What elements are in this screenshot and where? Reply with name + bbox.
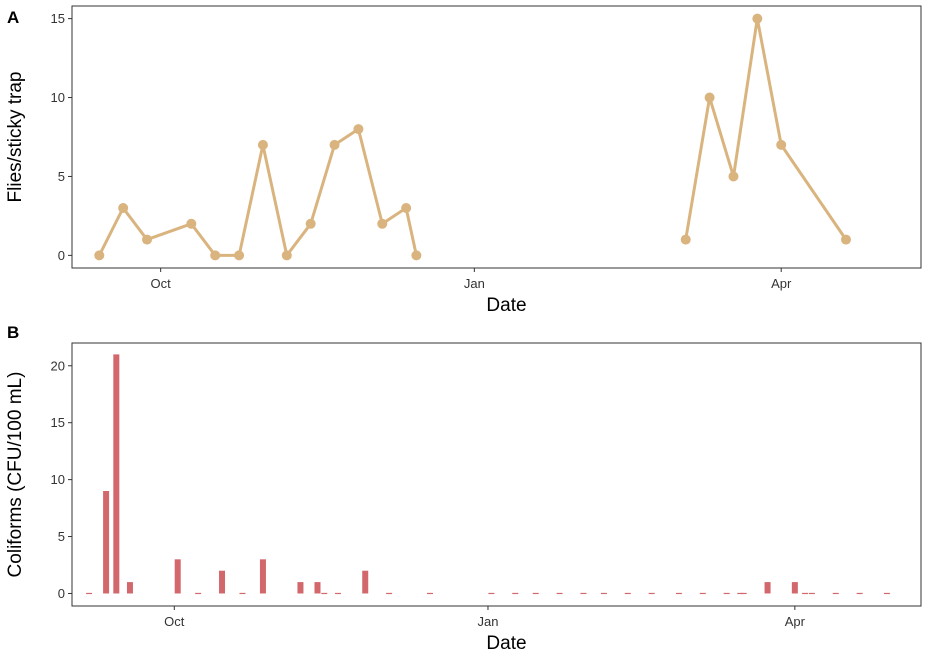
panel-b-bar: [362, 570, 369, 594]
panel-b-y-tick-label: 10: [51, 472, 65, 487]
panel-b-bar: [126, 582, 133, 594]
panel-b-x-axis-title: Date: [486, 633, 526, 654]
panel-b-y-tick-label: 5: [58, 529, 65, 544]
panel-a-y-tick-label: 5: [58, 169, 65, 184]
panel-a-data-point: [94, 250, 105, 261]
panel-b-bar: [259, 559, 266, 594]
panel-a-y-tick-label: 10: [51, 90, 65, 105]
panel-a-x-axis-title: Date: [486, 295, 526, 316]
panel-a-data-point: [752, 13, 763, 24]
panel-a-x-tick-label: Jan: [464, 276, 485, 291]
panel-a-y-tick-label: 0: [58, 248, 65, 263]
panel-a-series-line: [97, 127, 418, 257]
panel-a-x-tick-label: Oct: [151, 276, 172, 291]
panel-a-data-point: [377, 218, 388, 229]
panel-a-data-point: [305, 218, 316, 229]
panel-a-data-point: [186, 218, 197, 229]
panel-a-x-tick-label: Apr: [771, 276, 792, 291]
panel-b-y-tick-label: 20: [51, 358, 65, 373]
panel-a-tag: A: [7, 8, 19, 27]
panel-a-y-tick-label: 15: [51, 11, 65, 26]
panel-b-bar: [791, 582, 798, 594]
panel-b-plot-frame: [71, 342, 922, 607]
panel-a-data-point: [704, 92, 715, 103]
panel-b-bar: [174, 559, 181, 594]
panel-a-data-point: [257, 139, 268, 150]
panel-b-bar: [764, 582, 771, 594]
panel-b-bar: [219, 570, 226, 594]
panel-a-data-point: [210, 250, 221, 261]
panel-a-data-point: [401, 203, 412, 214]
panel-a-y-axis-title: Flies/sticky trap: [5, 72, 26, 203]
panel-b-y-axis-title: Coliforms (CFU/100 mL): [5, 372, 26, 578]
panel-b-bar: [103, 491, 110, 594]
panel-a-data-point: [680, 234, 691, 245]
panel-a-data-point: [776, 139, 787, 150]
panel-a-data-point: [411, 250, 422, 261]
panel-b-bar: [113, 354, 120, 594]
panel-a-data-point: [329, 139, 340, 150]
panel-a-data-point: [840, 234, 851, 245]
panel-b-tag: B: [7, 323, 19, 342]
panel-b-y-tick-label: 15: [51, 415, 65, 430]
panel-a-series-line: [684, 17, 848, 242]
panel-a-data-point: [142, 234, 153, 245]
panel-b-x-tick-label: Apr: [785, 614, 806, 629]
panel-b-bar: [314, 582, 321, 594]
panel-b-chart: 0 5 10 15 20 Oct Jan Apr Date Coliforms (CFU/100 …: [5, 342, 922, 654]
panel-a-data-point: [118, 203, 129, 214]
panel-b-y-tick-label: 0: [58, 586, 65, 601]
panel-a-data-point: [728, 171, 739, 182]
panel-a-data-point: [281, 250, 292, 261]
panel-b-x-tick-label: Jan: [477, 614, 498, 629]
panel-a-data-point: [234, 250, 245, 261]
panel-a-data-point: [353, 124, 364, 135]
panel-b-bar: [297, 582, 304, 594]
panel-b-x-tick-label: Oct: [164, 614, 185, 629]
panel-a-chart: 0 5 10 15 Oct Jan Apr Date Flies/sticky trap: [5, 5, 922, 316]
panel-a-plot-frame: [71, 5, 922, 269]
